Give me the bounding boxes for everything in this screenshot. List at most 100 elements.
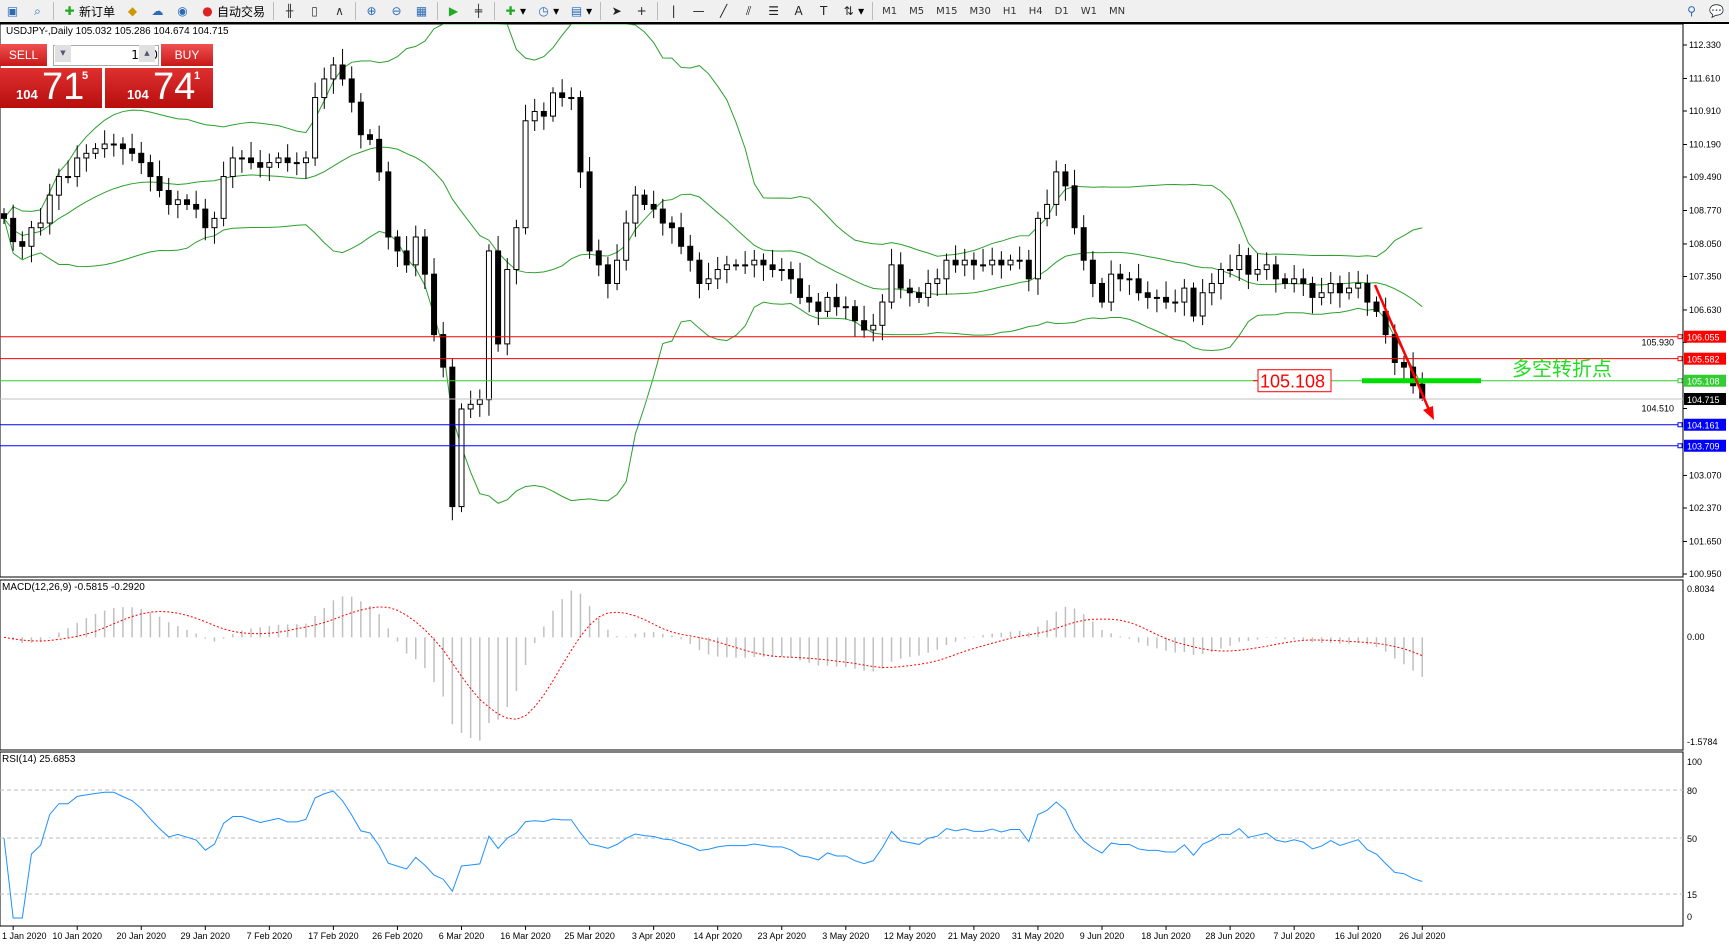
tile-windows-icon: ▦ <box>415 3 428 18</box>
lot-decrease-icon[interactable]: ▼ <box>55 45 71 62</box>
candle <box>1080 215 1087 271</box>
candle <box>156 160 163 198</box>
macd-panel-border <box>0 579 1684 751</box>
data-window-icon: ☁ <box>151 3 164 18</box>
text-icon: A <box>794 3 803 18</box>
timeframe-m1[interactable]: M1 <box>882 5 898 17</box>
lot-increase-icon[interactable]: ▲ <box>139 45 155 62</box>
buy-price[interactable]: 104 74 1 <box>105 66 213 108</box>
candle <box>925 269 932 307</box>
timeframe-h1[interactable]: H1 <box>1002 5 1017 17</box>
timeframe-w1[interactable]: W1 <box>1080 5 1097 17</box>
candle-chart-button[interactable]: ▯ <box>302 1 327 21</box>
bar-chart-icon: ╫ <box>285 3 294 18</box>
line-chart-button[interactable]: ∧ <box>327 1 352 21</box>
periods-button[interactable]: ◷ ▾ <box>531 1 564 21</box>
candle-body <box>705 278 712 284</box>
candle-body <box>284 157 291 164</box>
fibonacci-button[interactable]: ☰ <box>761 1 786 21</box>
templates-icon: ▤ <box>570 3 583 18</box>
candle <box>778 258 785 281</box>
candle-body <box>998 259 1005 266</box>
candle-body <box>1236 255 1243 271</box>
candle <box>1282 273 1288 290</box>
arrows-button[interactable]: ⇅ ▾ <box>836 1 869 21</box>
candle <box>751 249 758 278</box>
candle <box>458 403 465 513</box>
crosshair-button[interactable]: + <box>629 1 654 21</box>
vertical-line-button[interactable]: | <box>661 1 686 21</box>
signals-icon: ◉ <box>177 3 188 18</box>
magnifier-button[interactable]: ⌕ <box>25 1 50 21</box>
candle <box>1217 262 1224 300</box>
candle-body <box>321 78 328 99</box>
candle-body <box>1391 334 1398 363</box>
zoom-window-button[interactable]: ▣ <box>0 1 25 21</box>
candle-body <box>1364 282 1371 303</box>
timeframe-m15[interactable]: M15 <box>936 5 958 17</box>
candle-body <box>1327 282 1334 294</box>
candle-body <box>1217 269 1224 284</box>
timeframe-d1[interactable]: D1 <box>1054 5 1069 17</box>
candle-body <box>1016 259 1023 262</box>
candle-body <box>577 97 584 173</box>
candle <box>403 236 410 273</box>
horizontal-line-button[interactable]: — <box>686 1 711 21</box>
autoscroll-button[interactable]: ▶ <box>441 1 466 21</box>
candle <box>284 144 291 172</box>
price-label: 106.055 <box>1687 333 1720 343</box>
bar-chart-button[interactable]: ╫ <box>277 1 302 21</box>
timeframe-mn[interactable]: MN <box>1108 5 1126 17</box>
candle-body <box>65 176 72 179</box>
templates-button[interactable]: ▤ ▾ <box>570 3 593 19</box>
candle-body <box>614 259 621 284</box>
candle <box>119 137 126 165</box>
trendline-button[interactable]: ╱ <box>711 1 736 21</box>
text-button[interactable]: A <box>786 1 811 21</box>
zoom-in-button[interactable]: ⊕ <box>359 1 384 21</box>
candle <box>312 82 319 166</box>
candle <box>1236 244 1243 281</box>
timeframe-m30[interactable]: M30 <box>969 5 991 17</box>
candle <box>769 249 776 278</box>
candle-body <box>943 259 950 280</box>
price-tick-label: 100.950 <box>1689 569 1722 579</box>
new-order-button[interactable]: ✚ 新订单 <box>57 1 120 21</box>
chat-button[interactable]: 💬 <box>1704 1 1729 21</box>
cursor-button[interactable]: ➤ <box>604 1 629 21</box>
price-tick-label: 110.190 <box>1689 139 1721 149</box>
candle-body <box>1355 282 1362 289</box>
signals-button[interactable]: ◉ <box>170 1 195 21</box>
candle-body <box>220 176 227 219</box>
candle <box>193 190 200 219</box>
candle <box>1364 274 1371 316</box>
candle <box>357 93 364 149</box>
channel-button[interactable]: ⫽ <box>736 1 761 21</box>
date-tick-label: 23 Apr 2020 <box>757 931 806 941</box>
candle-body <box>1199 292 1206 317</box>
chart-shift-button[interactable]: ╪ <box>466 1 491 21</box>
zoom-out-button[interactable]: ⊖ <box>384 1 409 21</box>
rsi-tick-label: 15 <box>1687 890 1697 900</box>
candle <box>1199 279 1206 326</box>
text-label-button[interactable]: T <box>811 1 836 21</box>
timeframe-h4[interactable]: H4 <box>1028 5 1043 17</box>
date-tick-label: 3 Apr 2020 <box>632 931 676 941</box>
date-tick-label: 20 Jan 2020 <box>116 931 166 941</box>
candle <box>1172 289 1179 313</box>
auto-trading-button[interactable]: ● 自动交易 <box>195 1 270 21</box>
timeframe-m5[interactable]: M5 <box>909 5 925 17</box>
autoscroll-icon: ▶ <box>448 3 459 18</box>
search-button[interactable]: ⚲ <box>1679 1 1704 21</box>
price-tick-label: 104.510 <box>1641 404 1674 414</box>
sell-button[interactable]: SELL <box>0 44 47 66</box>
buy-button[interactable]: BUY <box>161 44 213 66</box>
auto-trading-label: 自动交易 <box>217 4 266 19</box>
navigator-button[interactable]: ◆ <box>120 1 145 21</box>
data-window-button[interactable]: ☁ <box>145 1 170 21</box>
sell-price[interactable]: 104 71 5 <box>0 66 102 108</box>
candle <box>1373 296 1380 317</box>
indicators-button[interactable]: ✚ ▾ <box>498 1 531 21</box>
tile-windows-button[interactable]: ▦ <box>409 1 434 21</box>
